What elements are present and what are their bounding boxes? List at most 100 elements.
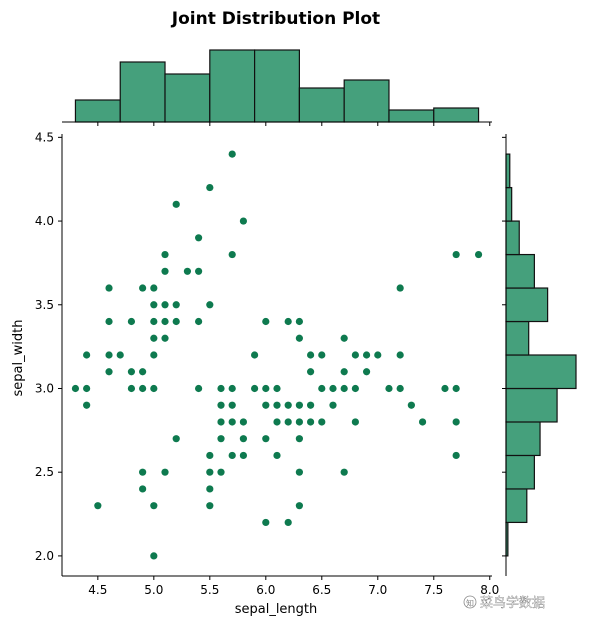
scatter-point <box>206 301 214 309</box>
scatter-point <box>452 250 460 259</box>
scatter-point <box>195 267 203 275</box>
scatter-point <box>441 384 449 393</box>
scatter-point <box>127 384 136 393</box>
scatter-point <box>150 351 158 359</box>
scatter-point <box>206 485 214 493</box>
y-hist-bar <box>505 387 558 423</box>
scatter-point <box>318 384 326 393</box>
scatter-point <box>228 384 236 393</box>
scatter-point <box>150 301 158 309</box>
scatter-point <box>206 183 214 192</box>
y-hist-bar <box>505 287 549 323</box>
scatter-point <box>127 368 136 376</box>
y-hist-bar <box>505 454 535 490</box>
scatter-point <box>83 401 91 409</box>
scatter-point <box>407 401 415 409</box>
scatter-point <box>396 351 404 359</box>
y-tick-label: 3.0 <box>35 381 54 395</box>
scatter-point <box>251 384 259 393</box>
scatter-point <box>228 451 236 460</box>
scatter-point <box>127 317 136 326</box>
scatter-point <box>262 518 270 527</box>
y-axis-label: sepal_width <box>11 320 26 397</box>
x-tick-label: 5.5 <box>200 583 219 597</box>
scatter-point <box>239 451 248 460</box>
scatter-point <box>452 418 460 426</box>
y-tick-label: 2.0 <box>35 549 54 563</box>
scatter-point <box>306 401 315 409</box>
scatter-point <box>206 468 214 476</box>
scatter-point <box>161 468 169 476</box>
scatter-point <box>105 284 113 292</box>
scatter-point <box>228 401 236 409</box>
x-tick-label: 7.5 <box>424 583 443 597</box>
scatter-point <box>172 200 180 208</box>
scatter-point <box>262 317 270 326</box>
x-tick-label: 5.0 <box>144 583 163 597</box>
scatter-point <box>105 351 113 359</box>
scatter-point <box>150 502 158 510</box>
scatter-point <box>217 435 225 443</box>
y-hist-bar <box>505 320 530 356</box>
x-hist-bar <box>298 87 345 123</box>
scatter-point <box>94 502 102 510</box>
scatter-point <box>284 401 292 409</box>
x-tick-label: 8.0 <box>480 583 499 597</box>
scatter-point <box>284 518 292 527</box>
scatter-point <box>228 150 236 158</box>
scatter-point <box>150 317 158 326</box>
scatter-point <box>340 368 348 376</box>
scatter-point <box>116 351 124 359</box>
scatter-point <box>452 384 460 393</box>
x-tick-label: 6.0 <box>256 583 275 597</box>
scatter-point <box>374 351 382 359</box>
scatter-point <box>251 351 259 359</box>
scatter-point <box>172 317 180 326</box>
scatter-point <box>295 468 303 476</box>
scatter-point <box>306 368 315 376</box>
scatter-point <box>139 485 147 493</box>
scatter-point <box>318 418 326 426</box>
scatter-point <box>239 217 248 225</box>
scatter-point <box>239 435 248 443</box>
zhihu-logo-icon: 知 <box>463 595 477 609</box>
scatter-point <box>340 468 348 476</box>
scatter-point <box>262 401 270 409</box>
y-tick-label: 4.5 <box>35 130 54 144</box>
scatter-point <box>295 317 303 326</box>
scatter-point <box>262 435 270 443</box>
axes: 4.5 5.0 5.5 6.0 6.5 7.0 7.5 8.0 2.0 2.5 3.0 3.5 4.0 4… <box>35 130 499 597</box>
scatter-point <box>284 418 292 426</box>
y-tick-label: 4.0 <box>35 214 54 228</box>
scatter-point <box>306 418 315 426</box>
scatter-point <box>262 384 270 393</box>
scatter-point <box>295 334 303 342</box>
y-hist-bar <box>505 488 528 524</box>
scatter-point <box>150 384 158 393</box>
scatter-point <box>161 250 169 259</box>
y-hist-bar <box>505 220 520 256</box>
scatter-points <box>71 150 483 560</box>
scatter-point <box>206 451 214 460</box>
scatter-point <box>351 384 359 393</box>
chart-title: Joint Distribution Plot <box>171 9 380 29</box>
scatter-point <box>83 351 91 359</box>
scatter-point <box>318 351 326 359</box>
scatter-point <box>329 384 337 393</box>
x-tick-label: 7.0 <box>368 583 387 597</box>
x-hist-bar <box>119 61 166 123</box>
scatter-point <box>351 418 359 426</box>
scatter-point <box>273 418 281 426</box>
scatter-point <box>396 284 404 292</box>
x-hist-bar <box>164 73 211 123</box>
y-tick-label: 2.5 <box>35 465 54 479</box>
scatter-point <box>217 468 225 476</box>
scatter-point <box>195 234 203 242</box>
x-hist-bar <box>254 49 300 123</box>
scatter-point <box>195 384 203 393</box>
marginal-x-histogram <box>62 49 492 126</box>
x-hist-bar <box>433 107 480 123</box>
scatter-point <box>273 401 281 409</box>
scatter-point <box>295 401 303 409</box>
scatter-point <box>362 368 371 376</box>
